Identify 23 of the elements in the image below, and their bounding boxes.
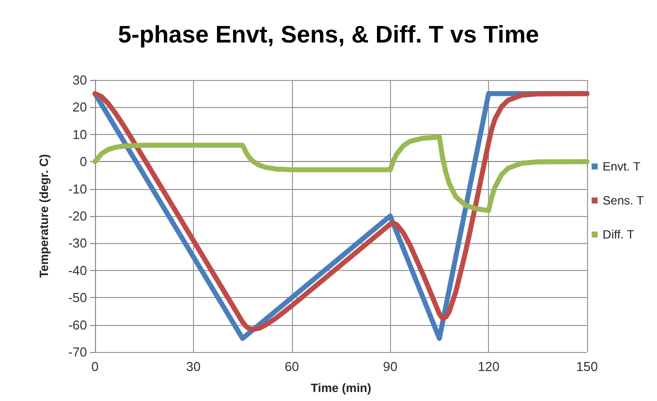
legend-label: Sens. T bbox=[602, 194, 644, 208]
y-tick-label: -70 bbox=[68, 344, 87, 360]
x-tick-label: 30 bbox=[186, 359, 201, 374]
y-tick-label: -20 bbox=[68, 208, 87, 224]
x-tick-label: 0 bbox=[91, 359, 99, 374]
y-tick-label: 30 bbox=[72, 72, 87, 88]
y-tick-label: -60 bbox=[68, 317, 87, 332]
y-tick-label: 0 bbox=[80, 154, 87, 170]
y-tick-label: -10 bbox=[68, 181, 87, 196]
x-tick-label: 150 bbox=[576, 359, 598, 374]
x-axis-title: Time (min) bbox=[310, 381, 372, 395]
x-tick-label: 60 bbox=[284, 359, 300, 374]
y-axis-title: Temperature (degr. C) bbox=[37, 154, 51, 278]
legend-label: Diff. T bbox=[602, 228, 635, 242]
chart-title: 5-phase Envt, Sens, & Diff. T vs Time bbox=[118, 22, 540, 48]
x-tick-label: 90 bbox=[382, 359, 398, 374]
legend-label: Envt. T bbox=[602, 160, 642, 174]
y-tick-label: 20 bbox=[72, 100, 87, 115]
x-tick-label: 120 bbox=[478, 359, 500, 374]
y-tick-label: -40 bbox=[68, 262, 87, 278]
y-tick-label: -30 bbox=[68, 236, 87, 251]
y-tick-label: -50 bbox=[68, 290, 87, 306]
y-tick-label: 10 bbox=[72, 126, 87, 142]
